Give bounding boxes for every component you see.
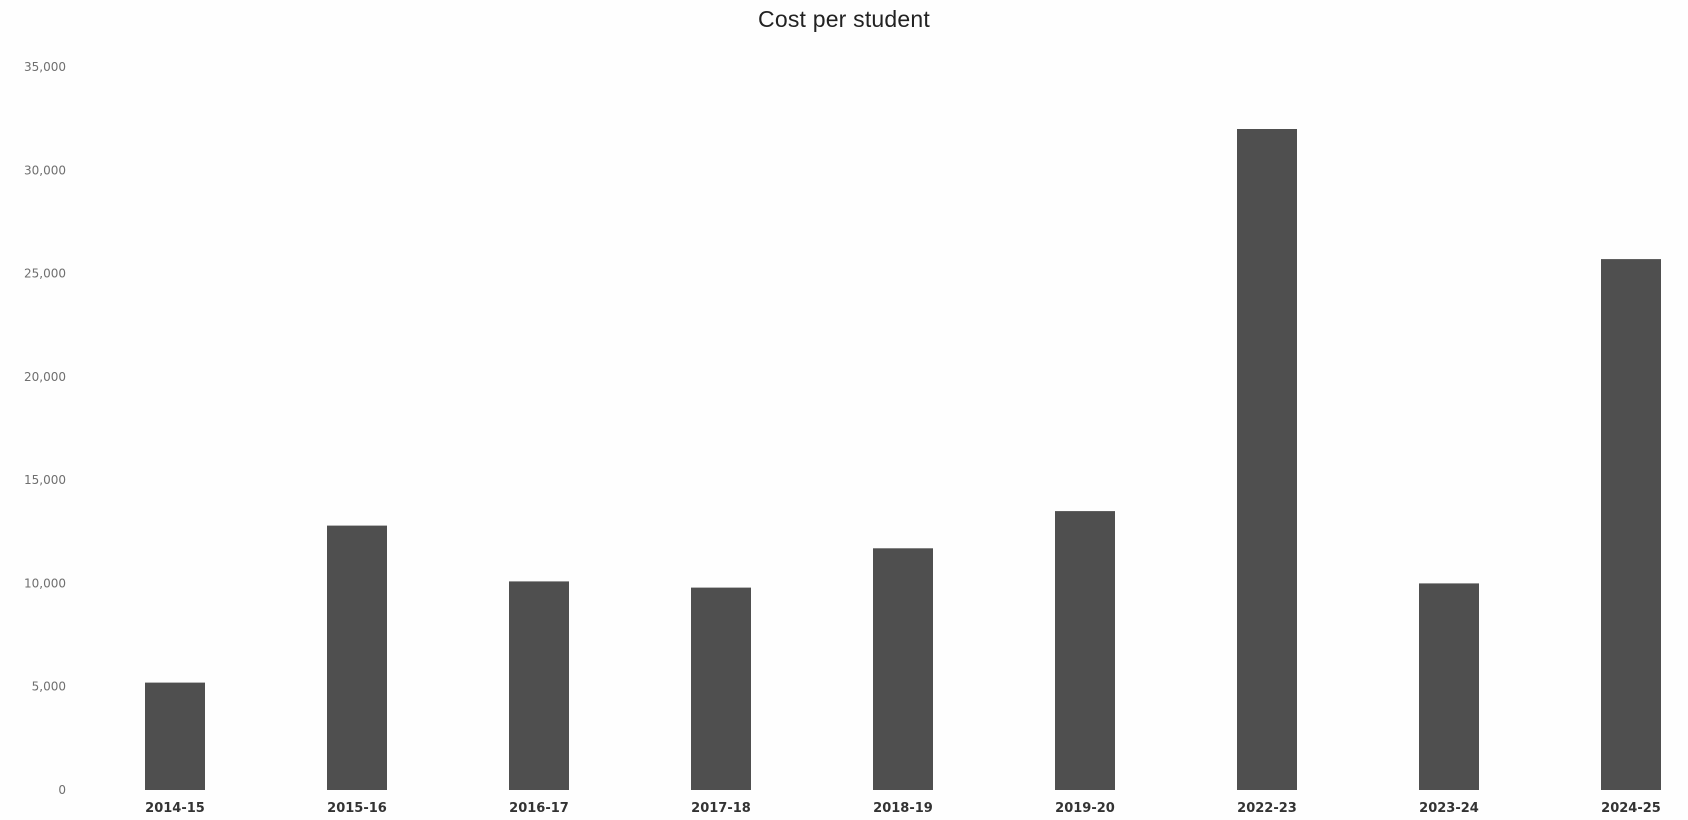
y-tick-label: 20,000: [24, 370, 66, 384]
x-tick-label: 2017-18: [691, 801, 751, 816]
bar: [145, 682, 205, 790]
y-tick-label: 5,000: [32, 680, 66, 694]
x-tick-label: 2019-20: [1055, 801, 1115, 816]
y-tick-label: 25,000: [24, 267, 66, 281]
y-tick-label: 35,000: [24, 60, 66, 74]
chart-title: Cost per student: [758, 6, 930, 32]
bar: [327, 525, 387, 790]
x-tick-label: 2024-25: [1601, 801, 1661, 816]
y-tick-label: 15,000: [24, 473, 66, 487]
x-tick-label: 2016-17: [509, 801, 569, 816]
y-tick-label: 30,000: [24, 163, 66, 177]
bar: [1601, 259, 1661, 791]
bar: [1055, 511, 1115, 790]
bar: [691, 587, 751, 790]
y-tick-label: 10,000: [24, 576, 66, 590]
bar: [1419, 583, 1479, 790]
bar: [1237, 129, 1297, 790]
x-tick-label: 2022-23: [1237, 801, 1297, 816]
bars: [145, 129, 1661, 791]
x-tick-label: 2015-16: [327, 801, 387, 816]
y-tick-label: 0: [58, 783, 66, 797]
x-tick-label: 2018-19: [873, 801, 933, 816]
bar: [509, 581, 569, 790]
y-axis: 0 5,000 10,000 15,000 20,000 25,000 30,000 35,0…: [24, 60, 66, 797]
bar: [873, 548, 933, 790]
x-tick-label: 2023-24: [1419, 801, 1479, 816]
x-tick-label: 2014-15: [145, 801, 205, 816]
x-axis: 2014-15 2015-16 2016-17 2017-18 2018-19 2019-…: [145, 801, 1661, 816]
